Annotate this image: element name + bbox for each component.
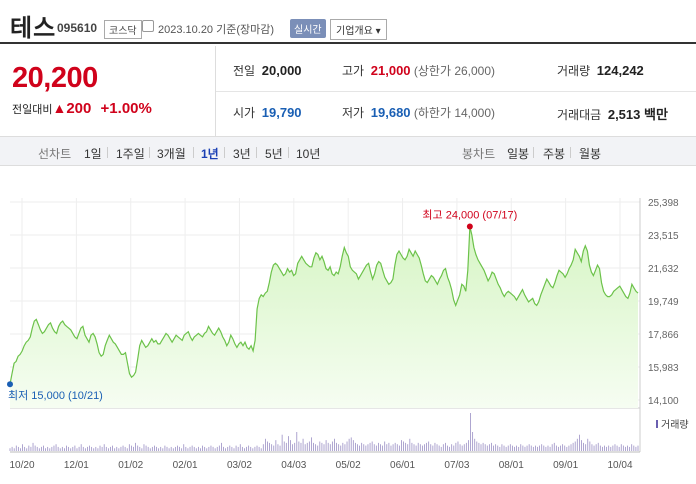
- line-chart-label: 선차트: [38, 147, 72, 161]
- x-tick-label: 06/01: [390, 460, 415, 471]
- low-point-marker: [7, 381, 13, 388]
- low-label: 저가: [342, 106, 365, 120]
- tab-1year[interactable]: 1년: [201, 147, 219, 161]
- high-point-marker: [466, 223, 473, 230]
- current-price: 20,200: [12, 62, 98, 94]
- x-tick-label: 09/01: [553, 460, 578, 471]
- company-overview-dropdown[interactable]: 기업개요 ▾: [330, 19, 387, 40]
- chart-period-tabs: 선차트 1일 1주일 3개월 1년 3년 5년 10년 봉차트 일봉 주봉 월봉: [0, 136, 696, 166]
- change-amount: 200: [66, 100, 92, 117]
- low-annotation: 최저 15,000 (10/21): [8, 389, 103, 402]
- x-tick-label: 07/03: [444, 460, 469, 471]
- stock-name: 테스: [10, 15, 57, 42]
- change-percent: +1.00%: [100, 100, 152, 117]
- tab-3month[interactable]: 3개월: [157, 147, 186, 161]
- y-tick-label: 21,632: [648, 264, 679, 275]
- prev-close-label: 전일: [233, 64, 256, 78]
- low-cell: 저가 19,680 (하한가 14,000): [342, 104, 495, 121]
- amount-label: 거래대금: [557, 108, 602, 122]
- tab-monthly[interactable]: 월봉: [579, 147, 602, 161]
- y-tick-label: 25,398: [648, 198, 679, 209]
- high-cell: 고가 21,000 (상한가 26,000): [342, 62, 495, 79]
- open-label: 시가: [233, 106, 256, 120]
- up-arrow-icon: ▲: [52, 100, 67, 116]
- candle-chart-label: 봉차트: [462, 147, 496, 161]
- prev-close-value: 20,000: [261, 63, 302, 78]
- open-cell: 시가 19,790: [233, 104, 302, 121]
- tab-5year[interactable]: 5년: [265, 147, 283, 161]
- x-tick-label: 03/02: [227, 460, 252, 471]
- y-tick-label: 23,515: [648, 231, 679, 242]
- prev-close-cell: 전일 20,000: [233, 62, 302, 79]
- tab-3year[interactable]: 3년: [233, 147, 251, 161]
- tab-10year[interactable]: 10년: [296, 147, 321, 161]
- change-label: 전일대비: [12, 104, 53, 116]
- tab-weekly[interactable]: 주봉: [543, 147, 566, 161]
- price-area: [10, 226, 638, 408]
- open-value: 19,790: [261, 105, 302, 120]
- row-divider: [216, 91, 696, 92]
- stock-header: 테스 095610 코스닥 2023.10.20 기준(장마감) 실시간 기업개…: [0, 0, 696, 44]
- x-tick-label: 10/04: [607, 460, 632, 471]
- price-line: [9, 226, 639, 385]
- volume-cell: 거래량 124,242: [557, 62, 644, 79]
- x-tick-label: 12/01: [64, 460, 89, 471]
- amount-cell: 거래대금 2,513 백만: [557, 104, 668, 123]
- x-tick-label: 05/02: [336, 460, 361, 471]
- x-tick-label: 01/02: [118, 460, 143, 471]
- y-tick-label: 14,100: [648, 396, 679, 407]
- y-tick-label: 15,983: [648, 363, 679, 374]
- tab-1day[interactable]: 1일: [84, 147, 102, 161]
- x-tick-label: 08/01: [499, 460, 524, 471]
- tab-daily[interactable]: 일봉: [507, 147, 530, 161]
- volume-legend-label: 거래량: [661, 419, 689, 431]
- low-value: 19,680: [370, 105, 411, 120]
- realtime-button[interactable]: 실시간: [290, 19, 326, 38]
- x-tick-label: 02/01: [173, 460, 198, 471]
- y-tick-label: 17,866: [648, 330, 679, 341]
- current-price-box: 20,200 전일대비▲200 +1.00%: [0, 46, 216, 136]
- high-annotation: 최고 24,000 (07/17): [422, 209, 517, 222]
- volume-value: 124,242: [596, 63, 644, 78]
- volume-label: 거래량: [557, 64, 591, 78]
- market-badge: 코스닥: [104, 20, 142, 39]
- stock-code: 095610: [57, 21, 98, 35]
- quote-panel: 20,200 전일대비▲200 +1.00% 전일 20,000 고가 21,0…: [0, 46, 696, 136]
- price-change: 전일대비▲200 +1.00%: [12, 100, 152, 117]
- upper-limit: (상한가 26,000): [413, 64, 496, 78]
- x-tick-label: 04/03: [281, 460, 306, 471]
- high-value: 21,000: [370, 63, 411, 78]
- quote-date: 2023.10.20 기준(장마감): [158, 24, 275, 36]
- tab-1week[interactable]: 1주일: [116, 147, 145, 161]
- high-label: 고가: [342, 64, 365, 78]
- lower-limit: (하한가 14,000): [413, 106, 496, 120]
- clock-icon: [142, 20, 154, 32]
- y-tick-label: 19,749: [648, 297, 679, 308]
- amount-value: 2,513 백만: [607, 107, 668, 122]
- x-tick-label: 10/20: [9, 460, 34, 471]
